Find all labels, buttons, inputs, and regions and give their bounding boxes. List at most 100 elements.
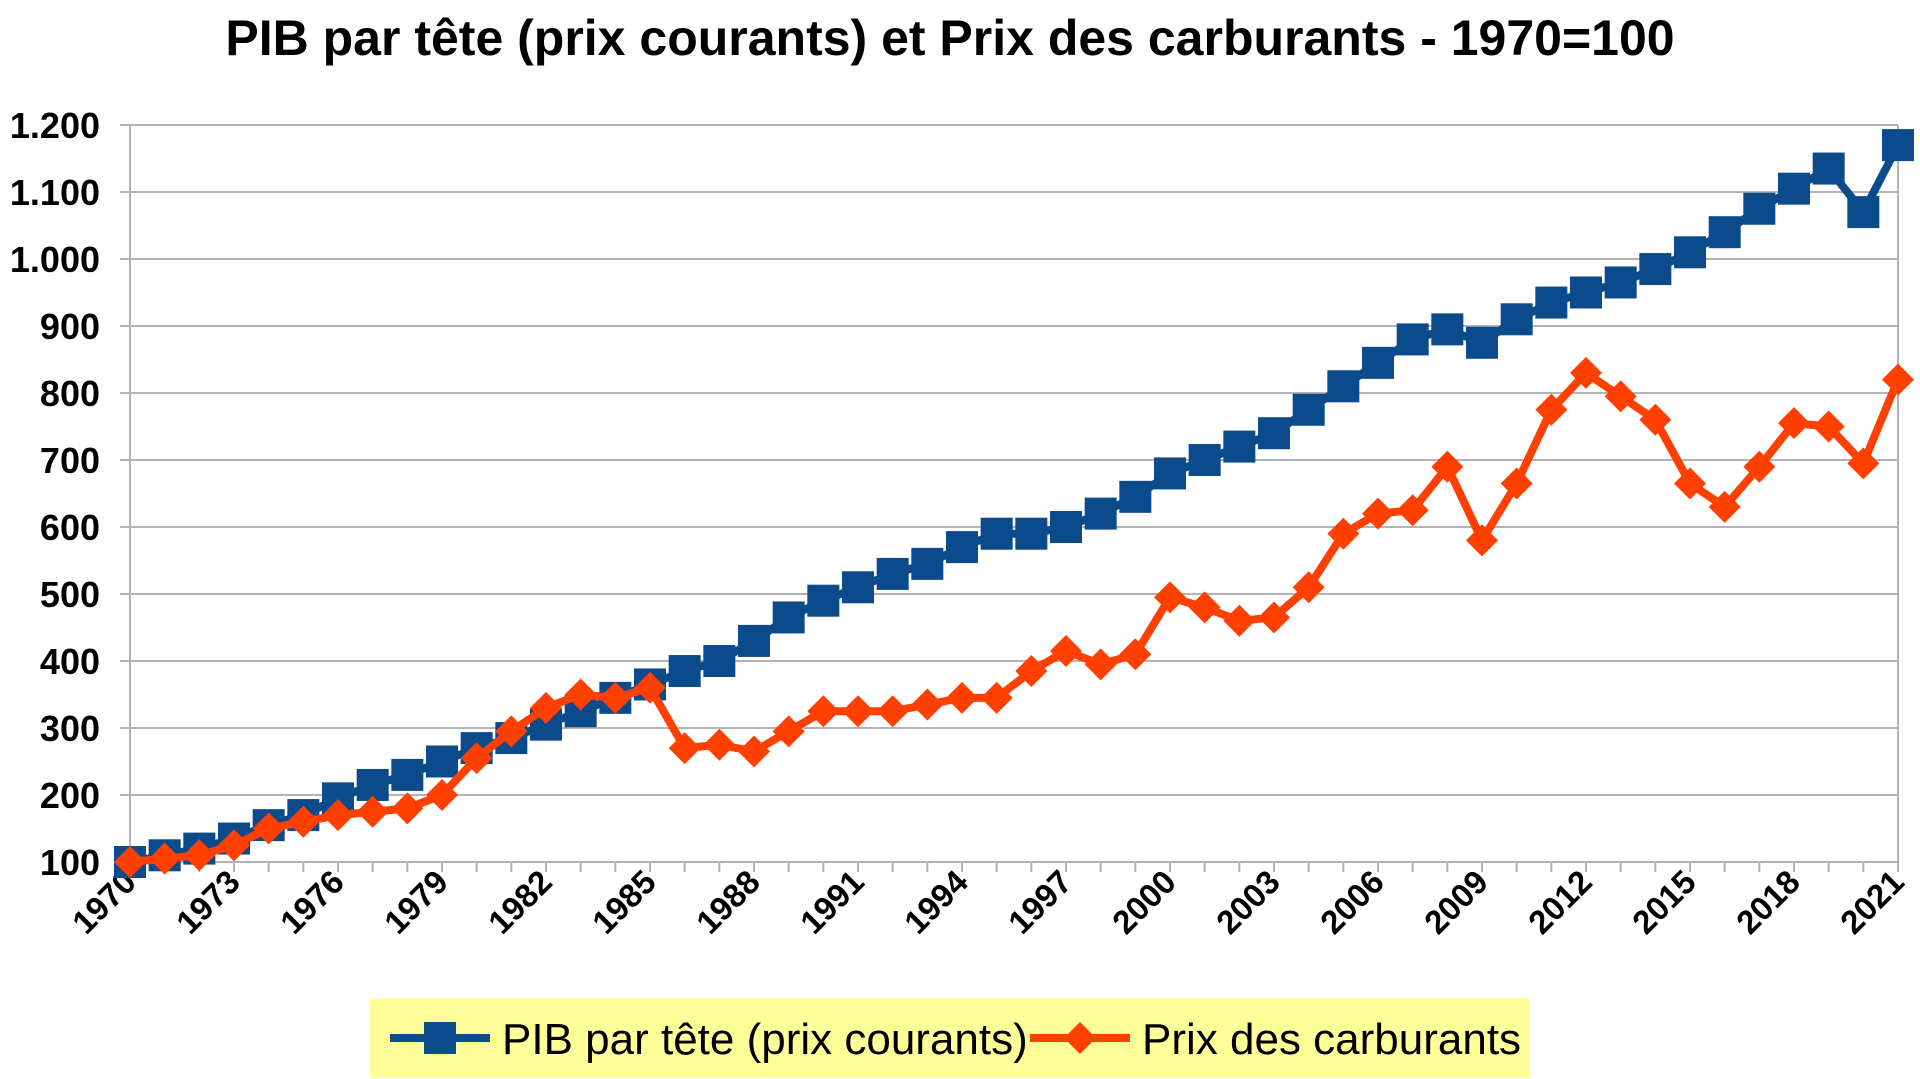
legend: PIB par tête (prix courants) Prix des ca… [370, 998, 1530, 1078]
data-point-carburants [1882, 363, 1914, 396]
data-point-carburants [1292, 571, 1325, 604]
y-tick-label: 100 [40, 842, 100, 883]
data-point-carburants [252, 812, 285, 845]
data-point-carburants [703, 728, 736, 761]
x-axis-ticks: 1970 1973 1976 1979 1982 1985 1988 1991 1994 1997… [65, 862, 1911, 941]
data-point-carburants [460, 742, 493, 775]
data-point-carburants [1847, 447, 1880, 480]
data-point-pib [356, 768, 389, 801]
data-point-carburants [1570, 356, 1602, 389]
data-point-carburants [148, 842, 181, 875]
data-point-carburants [1812, 410, 1845, 443]
x-tick-label: 2003 [1209, 863, 1287, 941]
data-point-carburants [980, 681, 1013, 714]
data-point-pib [1847, 196, 1880, 229]
data-point-pib [1396, 323, 1429, 356]
x-tick-label: 1988 [689, 863, 767, 941]
data-point-carburants [183, 839, 216, 872]
data-point-pib [426, 745, 458, 778]
data-point-carburants [1708, 490, 1741, 523]
data-point-carburants [668, 732, 701, 765]
data-point-carburants [1188, 591, 1221, 624]
x-tick-label: 2009 [1417, 863, 1495, 941]
chart-title: PIB par tête (prix courants) et Prix des… [225, 10, 1674, 66]
data-point-pib [738, 624, 770, 657]
data-point-carburants [842, 695, 874, 728]
data-point-carburants [1154, 581, 1186, 614]
y-tick-label: 300 [40, 708, 100, 749]
data-point-pib [1362, 346, 1394, 379]
data-point-carburants [946, 681, 978, 714]
data-point-pib [1743, 192, 1776, 225]
grid-lines [130, 124, 1898, 863]
data-point-carburants [287, 805, 320, 838]
data-point-pib [1015, 517, 1048, 550]
series-line-1 [129, 368, 1902, 866]
y-tick-label: 1.000 [10, 239, 100, 280]
data-point-carburants [495, 715, 528, 748]
data-point-pib [946, 531, 978, 564]
data-point-pib [876, 557, 909, 590]
legend-marker-carburants [1064, 1022, 1096, 1054]
data-point-carburants [807, 695, 840, 728]
data-point-pib [1639, 253, 1672, 286]
data-point-carburants [1119, 638, 1152, 671]
data-point-carburants [1327, 517, 1360, 550]
data-point-carburants [114, 846, 146, 878]
data-point-pib [1882, 129, 1914, 162]
x-tick-label: 1994 [897, 862, 976, 941]
data-point-carburants [772, 715, 805, 748]
y-tick-label: 800 [40, 373, 100, 414]
x-tick-label: 2015 [1625, 863, 1703, 941]
data-point-pib [842, 571, 874, 604]
x-tick-label: 2012 [1521, 863, 1599, 941]
data-point-pib [772, 601, 805, 634]
x-tick-label: 1979 [377, 863, 455, 941]
series-group [114, 129, 1914, 878]
data-point-pib [1535, 286, 1568, 319]
x-tick-label: 2018 [1729, 863, 1807, 941]
data-point-carburants [1258, 601, 1290, 634]
x-tick-label: 2000 [1105, 863, 1183, 941]
y-tick-label: 200 [40, 775, 100, 816]
data-point-carburants [1604, 380, 1637, 413]
data-point-pib [1050, 511, 1082, 543]
data-point-carburants [1084, 648, 1117, 681]
data-point-pib [1258, 417, 1290, 450]
data-point-pib [1778, 172, 1810, 205]
legend-label-carburants: Prix des carburants [1142, 1015, 1521, 1064]
x-tick-label: 1997 [1001, 863, 1079, 941]
data-point-carburants [530, 691, 562, 724]
data-point-pib [668, 655, 701, 688]
data-point-pib [1708, 216, 1741, 249]
data-point-carburants [1743, 450, 1776, 483]
x-tick-label: 1982 [481, 863, 559, 941]
data-point-carburants [1466, 524, 1498, 557]
data-point-carburants [1396, 494, 1429, 527]
y-tick-label: 600 [40, 507, 100, 548]
data-point-pib [1674, 236, 1706, 269]
data-point-pib [703, 645, 736, 677]
x-tick-label: 2006 [1313, 863, 1391, 941]
data-point-carburants [1431, 450, 1464, 483]
data-point-carburants [356, 795, 389, 828]
data-point-pib [1119, 480, 1152, 513]
data-point-carburants [1015, 655, 1048, 688]
data-point-carburants [1778, 407, 1810, 440]
y-tick-label: 500 [40, 574, 100, 615]
y-axis-ticks: 1.200 1.100 1.000 900 800 700 600 500 400 300 200 1… [10, 105, 130, 883]
data-point-carburants [391, 792, 424, 825]
data-point-carburants [322, 799, 354, 832]
data-point-carburants [876, 695, 909, 728]
data-point-pib [1431, 313, 1464, 346]
axes [129, 125, 1899, 863]
data-point-carburants [1674, 467, 1706, 500]
data-point-carburants [1500, 467, 1533, 500]
data-point-pib [1188, 444, 1221, 476]
data-point-carburants [1050, 634, 1082, 667]
data-point-carburants [634, 671, 666, 704]
data-point-carburants [1535, 393, 1568, 426]
data-point-pib [1327, 370, 1360, 403]
x-tick-label: 1991 [793, 863, 871, 941]
